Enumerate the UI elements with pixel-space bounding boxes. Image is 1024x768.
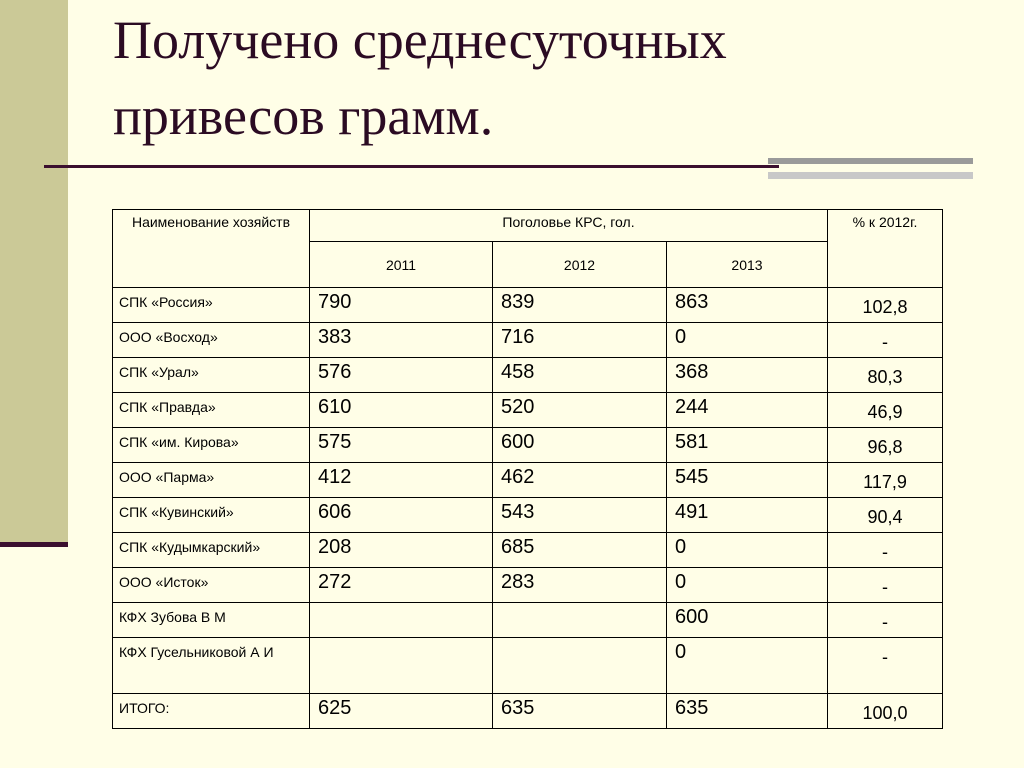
value-2011: 625 [309,693,493,729]
value-2013: 0 [666,567,828,603]
table-row: СПК «Россия» 790 839 863 102,8 [112,287,943,323]
farm-name: СПК «им. Кирова» [112,427,310,463]
farm-name: ООО «Восход» [112,322,310,358]
percent-value: 100,0 [827,693,943,729]
table-row: ООО «Исток» 272 283 0 - [112,567,943,603]
percent-value: 80,3 [827,357,943,393]
value-2012: 543 [492,497,667,533]
header-year-2013: 2013 [666,241,828,288]
value-2013: 244 [666,392,828,428]
sidebar-decoration [0,0,68,542]
percent-value: 117,9 [827,462,943,498]
value-2013: 0 [666,322,828,358]
value-2011 [309,637,493,694]
farm-name: КФХ Гусельниковой А И [112,637,310,694]
value-2011: 610 [309,392,493,428]
farm-name: КФХ Зубова В М [112,602,310,638]
percent-value: 46,9 [827,392,943,428]
value-2011: 575 [309,427,493,463]
percent-value: - [827,602,943,638]
farm-name: ООО «Исток» [112,567,310,603]
value-2011: 790 [309,287,493,323]
table-row: СПК «Урал» 576 458 368 80,3 [112,357,943,393]
table-row: ООО «Парма» 412 462 545 117,9 [112,462,943,498]
value-2011: 272 [309,567,493,603]
divider-accent-light [768,172,973,179]
value-2013: 863 [666,287,828,323]
value-2012 [492,602,667,638]
percent-value: - [827,322,943,358]
value-2012: 716 [492,322,667,358]
table-row: СПК «Правда» 610 520 244 46,9 [112,392,943,428]
header-year-2012: 2012 [492,241,667,288]
header-year-2011: 2011 [309,241,493,288]
table-row: ООО «Восход» 383 716 0 - [112,322,943,358]
farm-name: СПК «Россия» [112,287,310,323]
percent-value: 96,8 [827,427,943,463]
table-row: КФХ Гусельниковой А И 0 - [112,637,943,694]
title-line-2: привесов грамм. [113,86,494,146]
value-2013: 545 [666,462,828,498]
value-2013: 581 [666,427,828,463]
percent-value: 90,4 [827,497,943,533]
value-2012: 600 [492,427,667,463]
percent-value: - [827,567,943,603]
header-percent: % к 2012г. [827,209,943,288]
sidebar-accent-line [0,542,68,547]
farm-name: ИТОГО: [112,693,310,729]
value-2011: 412 [309,462,493,498]
percent-value: - [827,637,943,694]
value-2011: 606 [309,497,493,533]
title-divider [44,165,779,168]
value-2011: 576 [309,357,493,393]
value-2012: 635 [492,693,667,729]
value-2013: 368 [666,357,828,393]
table-row: СПК «Кудымкарский» 208 685 0 - [112,532,943,568]
farm-name: ООО «Парма» [112,462,310,498]
weight-gain-table: Наименование хозяйств Поголовье КРС, гол… [112,209,943,729]
value-2013: 635 [666,693,828,729]
value-2012: 462 [492,462,667,498]
header-farm-name: Наименование хозяйств [112,209,310,288]
value-2012: 685 [492,532,667,568]
value-2011: 383 [309,322,493,358]
table-row: ИТОГО: 625 635 635 100,0 [112,693,943,729]
table-header-row: Наименование хозяйств Поголовье КРС, гол… [112,209,943,288]
value-2012: 839 [492,287,667,323]
value-2012: 458 [492,357,667,393]
table-year-row: 2011 2012 2013 [113,241,943,288]
farm-name: СПК «Урал» [112,357,310,393]
title-line-1: Получено среднесуточных [113,10,727,70]
divider-accent-dark [768,158,973,164]
value-2013: 0 [666,532,828,568]
value-2012: 520 [492,392,667,428]
value-2013: 600 [666,602,828,638]
header-herd-size: Поголовье КРС, гол. [309,209,828,242]
farm-name: СПК «Правда» [112,392,310,428]
value-2013: 0 [666,637,828,694]
value-2011 [309,602,493,638]
farm-name: СПК «Кудымкарский» [112,532,310,568]
value-2011: 208 [309,532,493,568]
table-row: СПК «Кувинский» 606 543 491 90,4 [112,497,943,533]
page-title: Получено среднесуточных привесов грамм. [113,2,913,154]
farm-name: СПК «Кувинский» [112,497,310,533]
percent-value: - [827,532,943,568]
value-2013: 491 [666,497,828,533]
table-row: СПК «им. Кирова» 575 600 581 96,8 [112,427,943,463]
table-row: КФХ Зубова В М 600 - [112,602,943,638]
value-2012 [492,637,667,694]
percent-value: 102,8 [827,287,943,323]
value-2012: 283 [492,567,667,603]
